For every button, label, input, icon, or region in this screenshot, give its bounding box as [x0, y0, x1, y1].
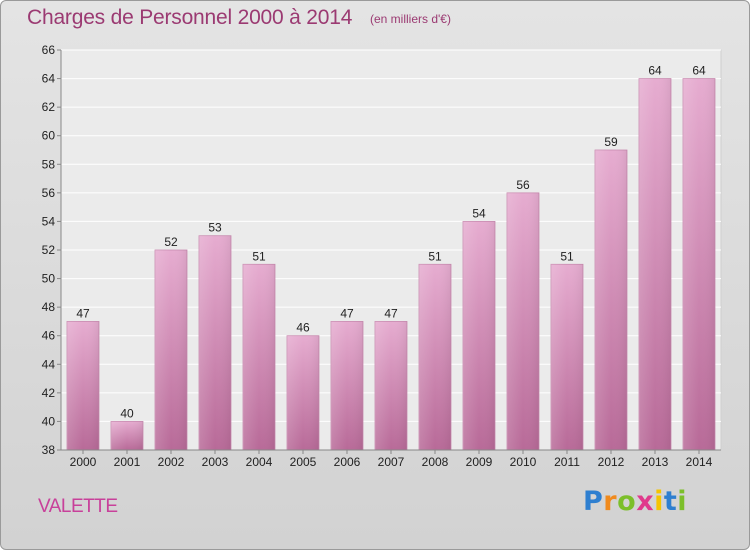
logo-letter: o — [617, 486, 637, 517]
bar-shine — [243, 264, 275, 450]
bar-shine — [155, 250, 187, 450]
x-tick-label: 2000 — [70, 455, 97, 469]
data-label: 51 — [428, 249, 442, 263]
x-tick-label: 2001 — [114, 455, 141, 469]
bar-shine — [67, 321, 99, 450]
data-label: 51 — [252, 249, 266, 263]
x-tick-label: 2013 — [642, 455, 669, 469]
bar-shine — [639, 78, 671, 451]
x-tick-label: 2005 — [290, 455, 317, 469]
bar-shine — [331, 321, 363, 450]
bar-shine — [683, 78, 715, 451]
bar-shine — [463, 221, 495, 450]
y-tick-label: 60 — [42, 129, 56, 143]
y-tick-label: 44 — [42, 357, 56, 371]
data-label: 51 — [560, 249, 574, 263]
chart-subtitle: (en milliers d'€) — [370, 12, 451, 26]
bar-shine — [199, 235, 231, 450]
y-tick-label: 56 — [42, 186, 56, 200]
x-tick-label: 2012 — [598, 455, 625, 469]
data-label: 56 — [516, 178, 530, 192]
data-label: 47 — [384, 306, 398, 320]
x-tick-label: 2004 — [246, 455, 273, 469]
x-tick-label: 2002 — [158, 455, 185, 469]
chart-title: Charges de Personnel 2000 à 2014 — [27, 6, 353, 29]
y-tick-label: 48 — [42, 300, 56, 314]
logo-letter: r — [603, 486, 618, 517]
commune-name: VALETTE — [38, 496, 118, 517]
y-tick-label: 50 — [42, 272, 56, 286]
data-label: 54 — [472, 206, 486, 220]
bar-shine — [507, 192, 539, 450]
logo-letter: t — [663, 486, 678, 517]
y-tick-label: 58 — [42, 157, 56, 171]
data-label: 46 — [296, 321, 310, 335]
x-tick-label: 2006 — [334, 455, 361, 469]
x-tick-label: 2008 — [422, 455, 449, 469]
bar-shine — [375, 321, 407, 450]
x-tick-label: 2011 — [554, 455, 580, 469]
logo-letter: i — [677, 486, 688, 517]
data-label: 40 — [120, 406, 134, 420]
x-tick-label: 2003 — [202, 455, 229, 469]
y-tick-label: 52 — [42, 243, 56, 257]
logo-letter: P — [583, 486, 604, 517]
y-tick-label: 40 — [42, 414, 56, 428]
y-tick-label: 62 — [42, 100, 56, 114]
data-label: 53 — [208, 221, 222, 235]
y-tick-label: 64 — [42, 72, 56, 86]
y-tick-label: 66 — [42, 43, 56, 57]
x-tick-label: 2010 — [510, 455, 537, 469]
logo-letter: x — [636, 486, 655, 517]
data-label: 47 — [76, 306, 90, 320]
bar-shine — [551, 264, 583, 450]
bar-shine — [595, 150, 627, 450]
bar-shine — [419, 264, 451, 450]
y-tick-label: 42 — [42, 386, 56, 400]
x-tick-label: 2007 — [378, 455, 405, 469]
data-label: 59 — [604, 135, 618, 149]
bar-shine — [287, 335, 319, 450]
data-label: 64 — [648, 64, 662, 78]
bar-shine — [111, 421, 143, 450]
x-tick-label: 2009 — [466, 455, 493, 469]
proxiti-logo: Proxiti — [583, 486, 687, 517]
y-tick-label: 46 — [42, 329, 56, 343]
logo-letter: i — [654, 486, 664, 517]
y-tick-label: 38 — [42, 443, 56, 457]
data-label: 64 — [692, 64, 706, 78]
y-tick-label: 54 — [42, 214, 56, 228]
data-label: 47 — [340, 306, 354, 320]
data-label: 52 — [164, 235, 178, 249]
x-tick-label: 2014 — [686, 455, 713, 469]
